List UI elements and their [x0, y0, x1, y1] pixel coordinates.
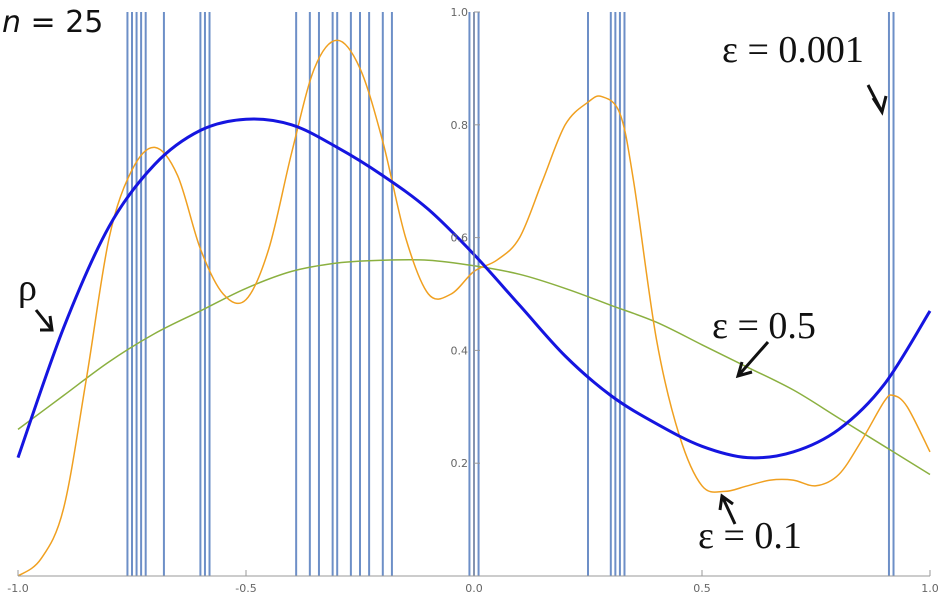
axis-ticks: -1.0 -0.5 0.0 0.5 1.0 0.2 0.4 0.6 0.8 1.0: [7, 6, 938, 595]
annotation-eps-0001-arrow: [866, 84, 888, 116]
y-tick-label: 1.0: [451, 6, 469, 19]
y-tick-label: 0.2: [451, 457, 469, 470]
x-tick-label: 1.0: [921, 582, 939, 595]
x-tick-label: -1.0: [7, 582, 28, 595]
title-rest: = 25: [21, 5, 103, 40]
annotation-eps-05: ε = 0.5: [712, 305, 816, 347]
spike-series-eps-0001: [126, 12, 895, 576]
annotation-rho-arrow: [34, 309, 54, 332]
x-tick-label: -0.5: [235, 582, 256, 595]
series-line-01: [17, 39, 931, 577]
annotation-eps-01: ε = 0.1: [698, 515, 802, 557]
y-tick-label: 0.6: [451, 232, 469, 245]
annotation-rho: ρ: [18, 267, 37, 309]
annotation-eps-01-arrow: [718, 493, 737, 525]
y-tick-label: 0.8: [451, 119, 469, 132]
x-tick-label: 0.5: [693, 582, 711, 595]
x-tick-label: 0.0: [465, 582, 483, 595]
title-variable: n: [2, 5, 21, 40]
annotation-eps-05-arrow: [735, 341, 770, 379]
chart-title: n = 25: [2, 5, 103, 40]
series-line-rho: [16, 117, 932, 460]
annotation-eps-0001: ε = 0.001: [722, 29, 864, 71]
y-tick-label: 0.4: [451, 344, 469, 357]
